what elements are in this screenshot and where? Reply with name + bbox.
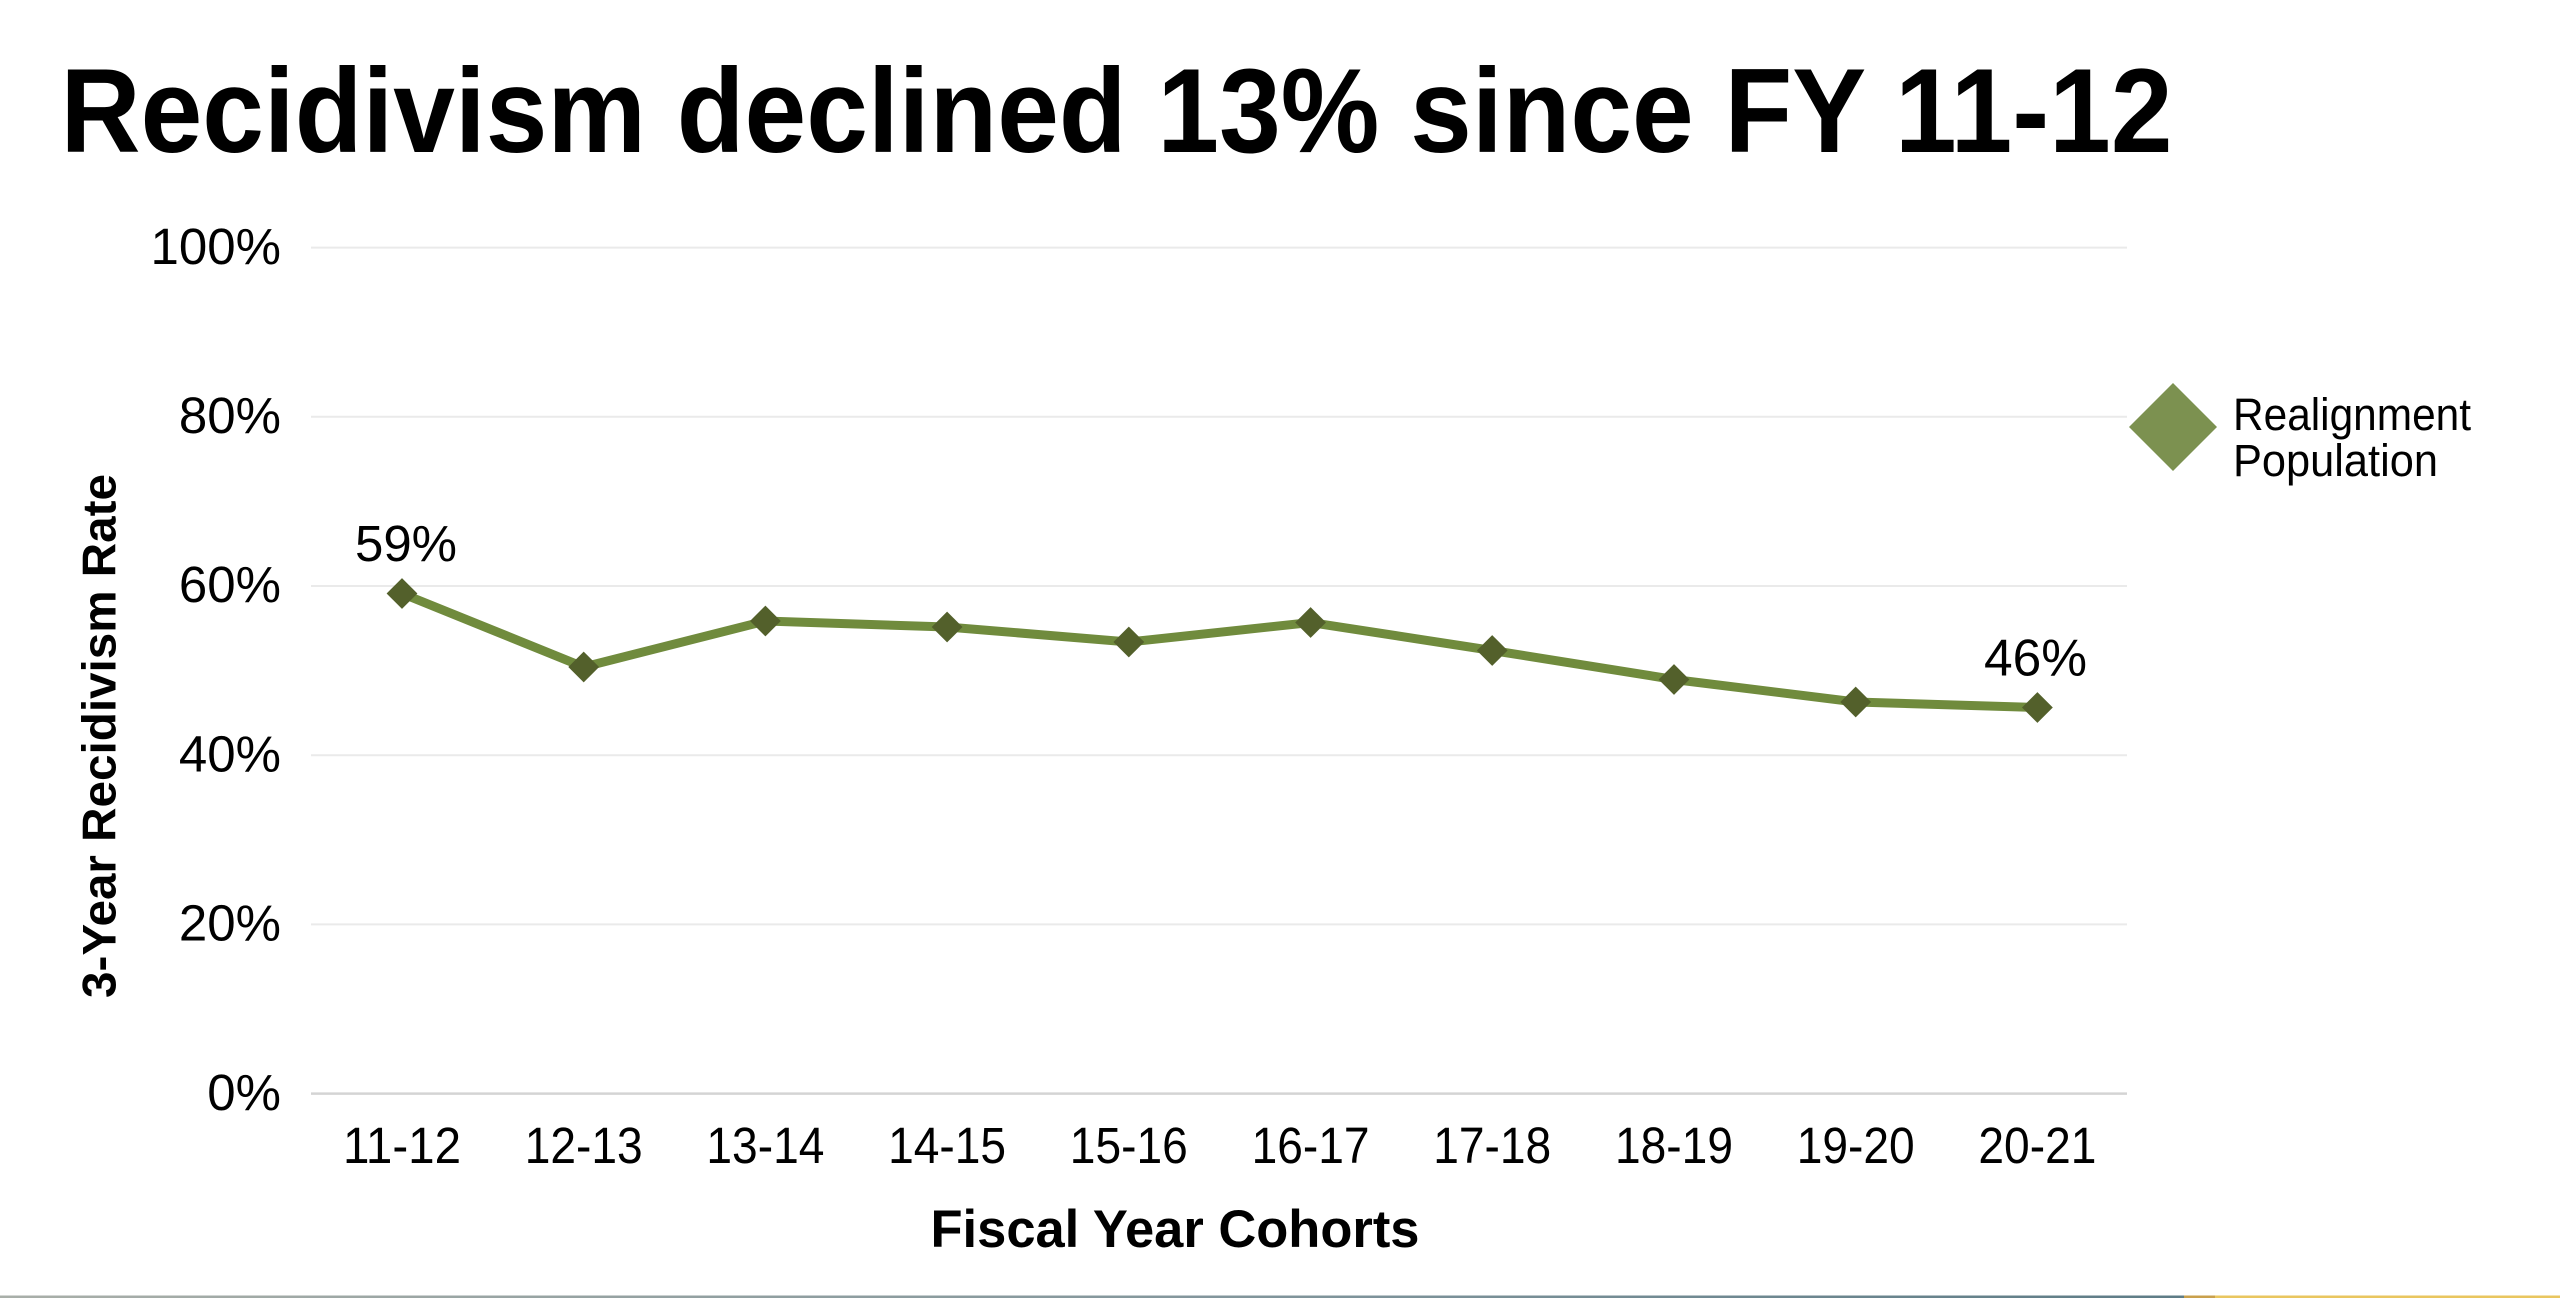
svg-text:Realignment: Realignment (2233, 389, 2471, 440)
svg-text:17-18: 17-18 (1433, 1117, 1551, 1174)
svg-text:100%: 100% (151, 218, 281, 275)
svg-text:20-21: 20-21 (1978, 1117, 2096, 1174)
svg-text:59%: 59% (355, 515, 457, 572)
svg-text:80%: 80% (179, 387, 281, 444)
svg-text:19-20: 19-20 (1797, 1117, 1915, 1174)
svg-text:Fiscal Year Cohorts: Fiscal Year Cohorts (931, 1200, 1420, 1259)
svg-text:13-14: 13-14 (706, 1117, 824, 1174)
svg-text:18-19: 18-19 (1615, 1117, 1733, 1174)
svg-text:11-12: 11-12 (343, 1117, 461, 1174)
svg-text:20%: 20% (179, 895, 281, 952)
svg-text:Recidivism declined 13% since: Recidivism declined 13% since FY 11-12 (61, 44, 2173, 178)
svg-text:40%: 40% (179, 725, 281, 782)
svg-text:46%: 46% (1984, 629, 2087, 687)
svg-text:3-Year Recidivism Rate: 3-Year Recidivism Rate (74, 474, 127, 998)
svg-text:12-13: 12-13 (525, 1117, 643, 1174)
svg-text:60%: 60% (179, 556, 281, 613)
svg-text:0%: 0% (207, 1064, 281, 1121)
svg-text:16-17: 16-17 (1252, 1117, 1370, 1174)
svg-text:14-15: 14-15 (888, 1117, 1006, 1174)
svg-text:Population: Population (2233, 435, 2438, 486)
svg-text:15-16: 15-16 (1070, 1117, 1188, 1174)
